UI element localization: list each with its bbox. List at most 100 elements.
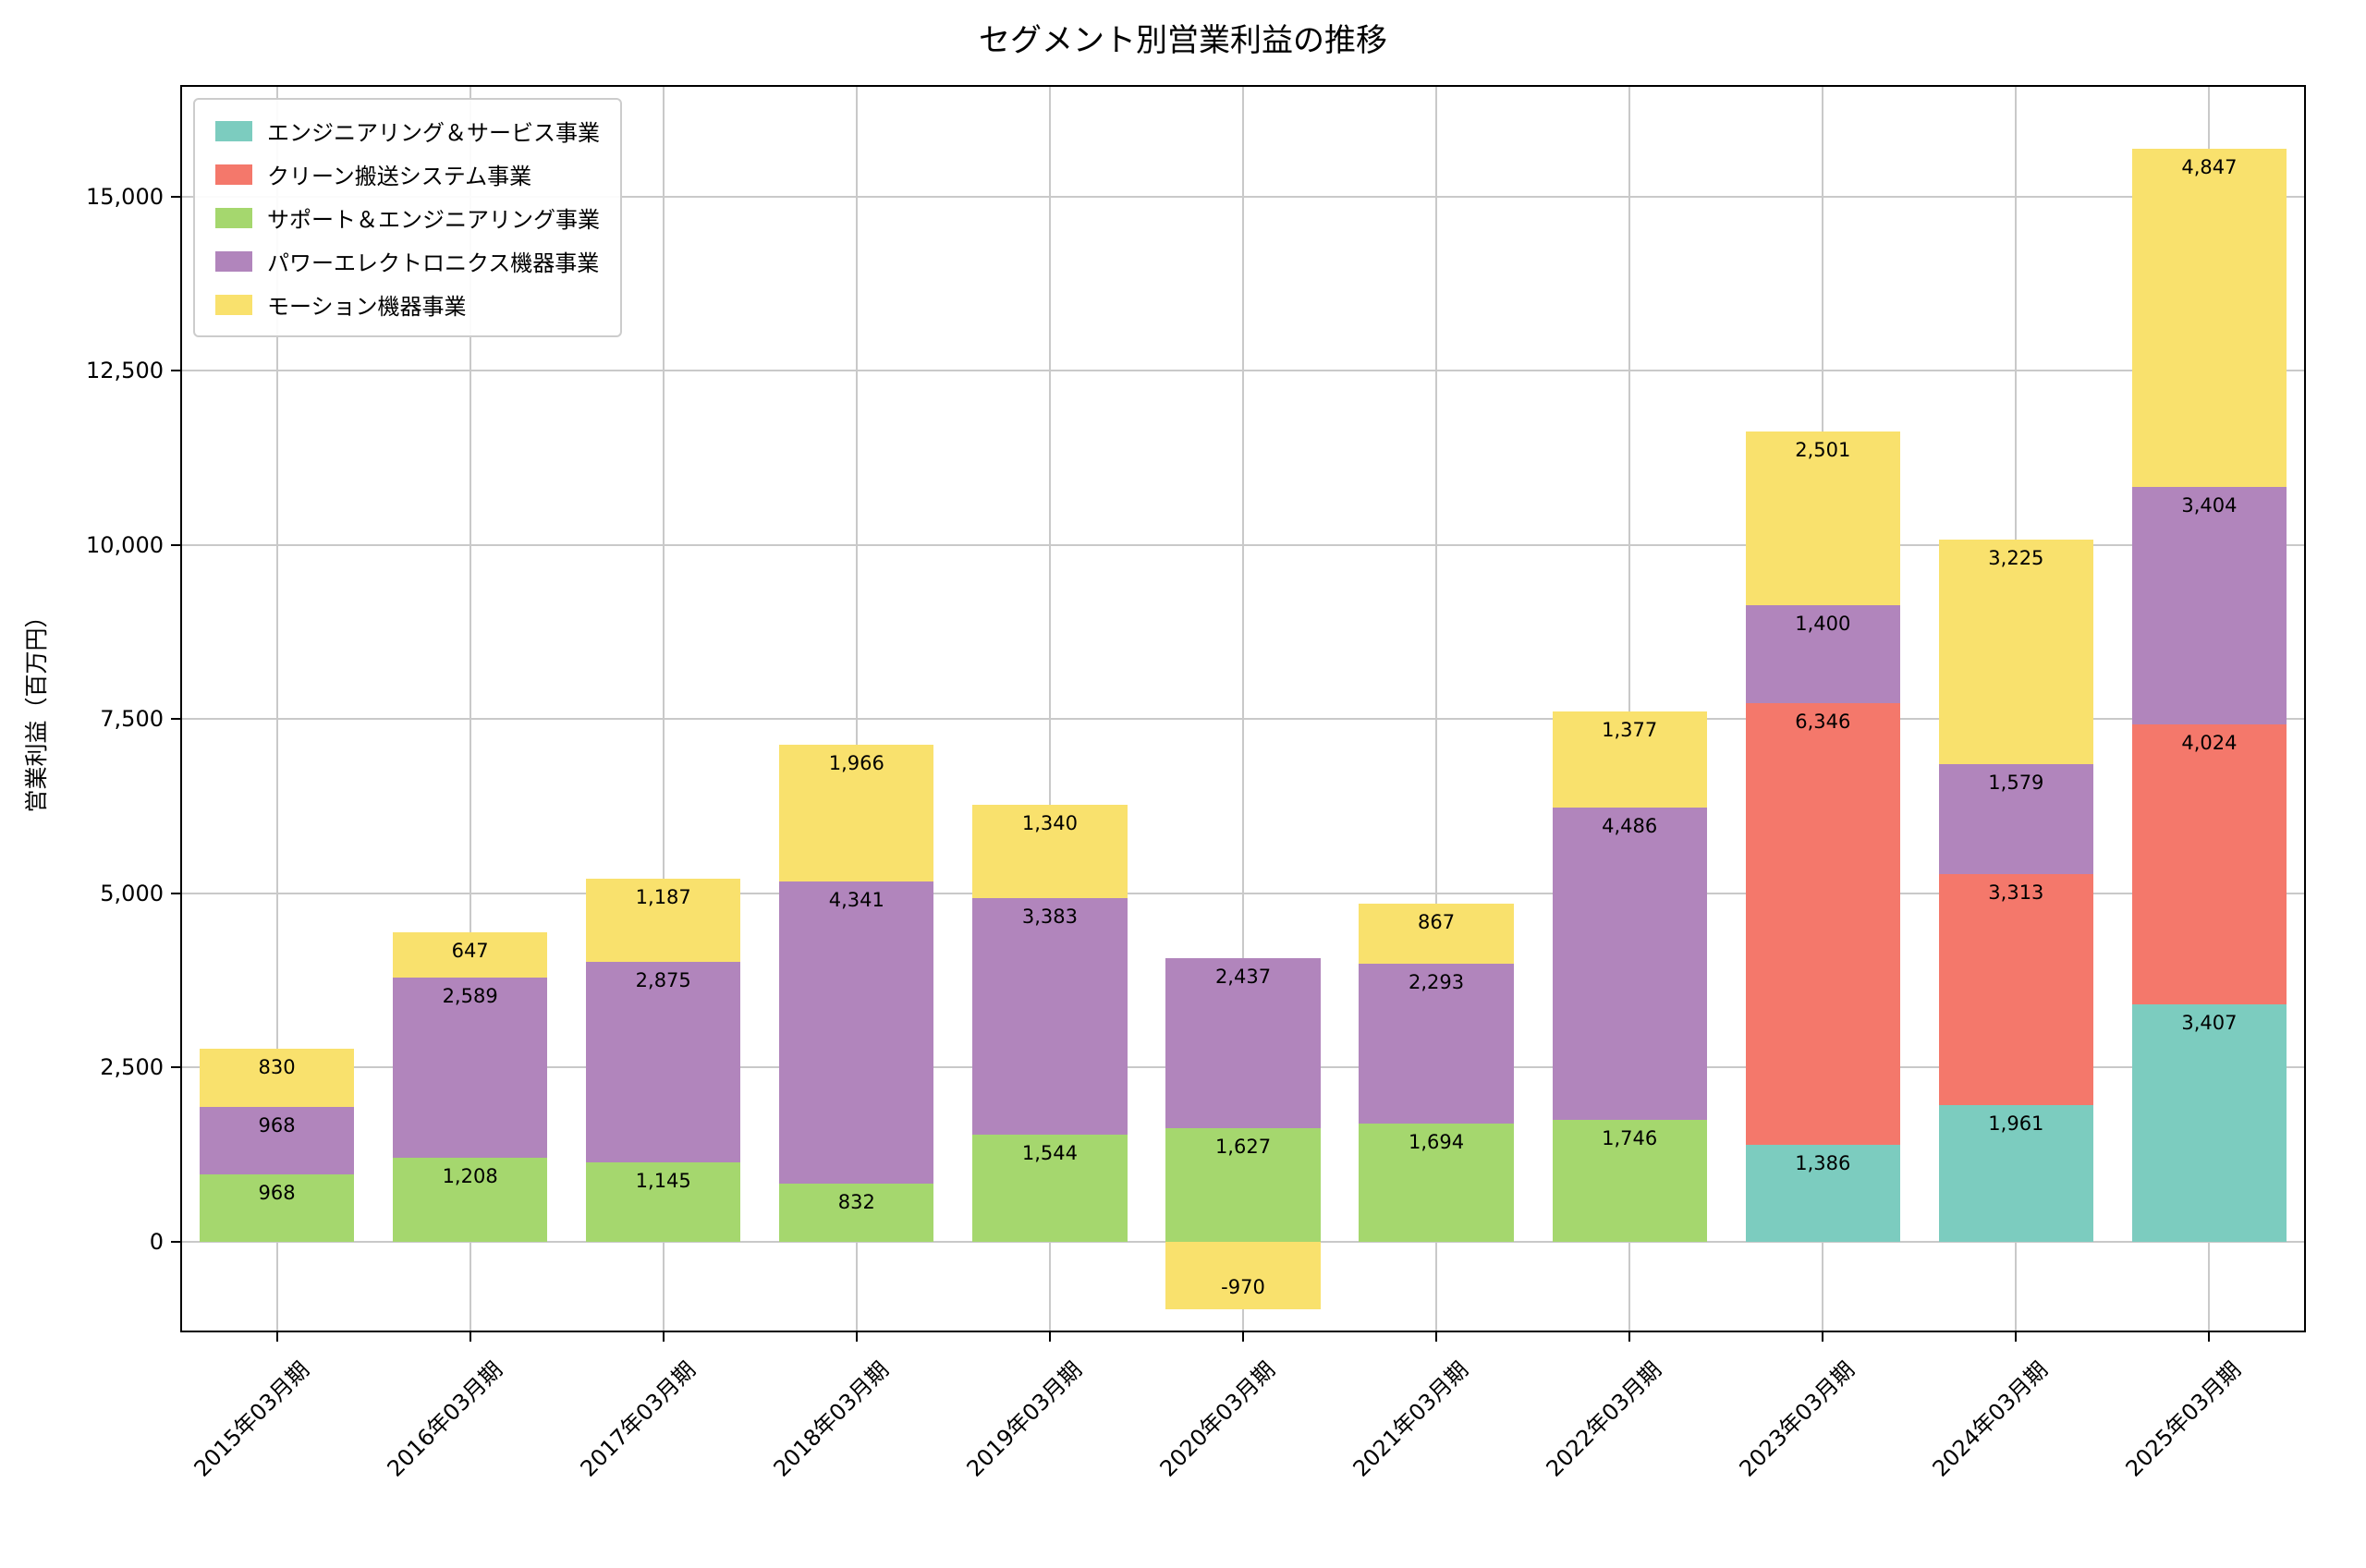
legend-label: パワーエレクトロニクス機器事業: [267, 250, 600, 276]
gridline-vertical: [469, 85, 471, 1332]
bar-value-label: 830: [258, 1056, 296, 1079]
bar-segment: [1165, 1241, 1321, 1310]
legend-swatch: [215, 120, 252, 141]
legend-item: モーション機器事業: [215, 288, 600, 321]
bar-segment: [1745, 702, 1900, 1146]
gridline-vertical: [275, 85, 278, 1332]
bar-value-label: 4,847: [2181, 156, 2238, 179]
y-tick-label: 2,500: [100, 1054, 164, 1081]
bar-value-label: 1,961: [1988, 1112, 2044, 1136]
x-tick-mark: [2015, 1332, 2018, 1342]
legend-item: エンジニアリング＆サービス事業: [215, 115, 600, 147]
legend-label: エンジニアリング＆サービス事業: [267, 120, 600, 146]
bar-segment: [2131, 149, 2287, 487]
bar-segment: [199, 1173, 355, 1242]
bar-value-label: 1,386: [1795, 1152, 1851, 1175]
x-tick-mark: [275, 1332, 278, 1342]
x-tick-label: 2020年03月期: [1154, 1356, 1281, 1482]
bar-value-label: 1,400: [1795, 613, 1851, 636]
y-tick-mark: [171, 1066, 180, 1069]
y-tick-label: 0: [149, 1228, 164, 1255]
bar-value-label: 1,187: [635, 886, 691, 909]
x-tick-label: 2023年03月期: [1734, 1356, 1860, 1482]
bar-value-label: 2,875: [635, 968, 691, 991]
legend-swatch: [215, 250, 252, 272]
gridline-vertical: [1242, 85, 1244, 1332]
y-tick-label: 15,000: [86, 183, 164, 210]
bar-segment: [1165, 1128, 1321, 1242]
x-tick-label: 2025年03月期: [2120, 1356, 2247, 1482]
bar-segment: [779, 744, 934, 881]
bar-segment: [1745, 431, 1900, 606]
x-tick-mark: [1628, 1332, 1631, 1342]
bar-segment: [393, 977, 548, 1158]
bar-value-label: 3,383: [1021, 906, 1078, 929]
x-tick-mark: [469, 1332, 471, 1342]
bar-value-label: 968: [258, 1181, 296, 1204]
bar-value-label: 1,208: [442, 1164, 498, 1187]
x-tick-mark: [855, 1332, 858, 1342]
y-tick-mark: [171, 195, 180, 198]
bar-value-label: 3,404: [2181, 493, 2238, 517]
legend-swatch: [215, 294, 252, 315]
bar-value-label: 1,746: [1602, 1127, 1658, 1150]
bar-segment: [1938, 539, 2093, 765]
bar-segment: [1552, 711, 1707, 808]
x-tick-mark: [2208, 1332, 2211, 1342]
x-tick-label: 2018年03月期: [768, 1356, 894, 1482]
y-tick-mark: [171, 718, 180, 721]
x-tick-label: 2021年03月期: [1348, 1356, 1474, 1482]
bar-segment: [393, 931, 548, 978]
gridline-vertical: [662, 85, 665, 1332]
bar-segment: [199, 1106, 355, 1174]
legend-label: モーション機器事業: [267, 294, 467, 320]
bar-segment: [2131, 723, 2287, 1004]
bar-segment: [1552, 1120, 1707, 1242]
bar-segment: [1745, 1145, 1900, 1242]
bar-value-label: 1,544: [1021, 1141, 1078, 1164]
bar-segment: [586, 1161, 741, 1242]
x-tick-mark: [662, 1332, 665, 1342]
bar-value-label: 867: [1418, 910, 1456, 933]
bar-value-label: 1,966: [828, 751, 884, 774]
y-tick-label: 12,500: [86, 358, 164, 384]
bar-segment: [1938, 874, 2093, 1106]
bar-value-label: 1,340: [1021, 812, 1078, 835]
legend-item: パワーエレクトロニクス機器事業: [215, 245, 600, 277]
bar-segment: [199, 1049, 355, 1107]
legend-swatch: [215, 207, 252, 228]
bar-value-label: 1,145: [635, 1169, 691, 1192]
y-axis-label: 営業利益（百万円）: [23, 604, 50, 813]
x-tick-label: 2015年03月期: [189, 1356, 314, 1482]
bar-value-label: 4,341: [828, 888, 884, 911]
bar-segment: [972, 1134, 1128, 1242]
bar-value-label: 2,293: [1409, 971, 1465, 994]
bar-value-label: 968: [258, 1113, 296, 1136]
gridline-vertical: [1435, 85, 1438, 1332]
bar-segment: [972, 898, 1128, 1135]
bar-value-label: 4,024: [2181, 731, 2238, 754]
bar-segment: [779, 881, 934, 1185]
bar-value-label: 3,225: [1988, 546, 2044, 569]
legend-label: クリーン搬送システム事業: [267, 164, 532, 189]
bar-value-label: -970: [1221, 1276, 1265, 1299]
y-tick-mark: [171, 370, 180, 372]
legend-item: サポート＆エンジニアリング事業: [215, 201, 600, 234]
bar-value-label: 1,694: [1409, 1131, 1465, 1154]
bar-segment: [2131, 1004, 2287, 1242]
legend-label: サポート＆エンジニアリング事業: [267, 207, 600, 233]
bar-segment: [2131, 486, 2287, 724]
bar-segment: [393, 1157, 548, 1242]
gridline-vertical: [1628, 85, 1631, 1332]
bar-value-label: 2,501: [1795, 438, 1851, 461]
x-tick-label: 2024年03月期: [1927, 1356, 2054, 1482]
bar-segment: [1938, 1105, 2093, 1242]
x-tick-label: 2019年03月期: [961, 1356, 1087, 1482]
plot-area: エンジニアリング＆サービス事業 クリーン搬送システム事業サポート＆エンジニアリング…: [180, 85, 2306, 1332]
bar-segment: [586, 879, 741, 962]
y-tick-label: 10,000: [86, 531, 164, 558]
gridline-vertical: [1048, 85, 1051, 1332]
bar-segment: [1165, 958, 1321, 1129]
y-tick-label: 7,500: [100, 706, 164, 733]
